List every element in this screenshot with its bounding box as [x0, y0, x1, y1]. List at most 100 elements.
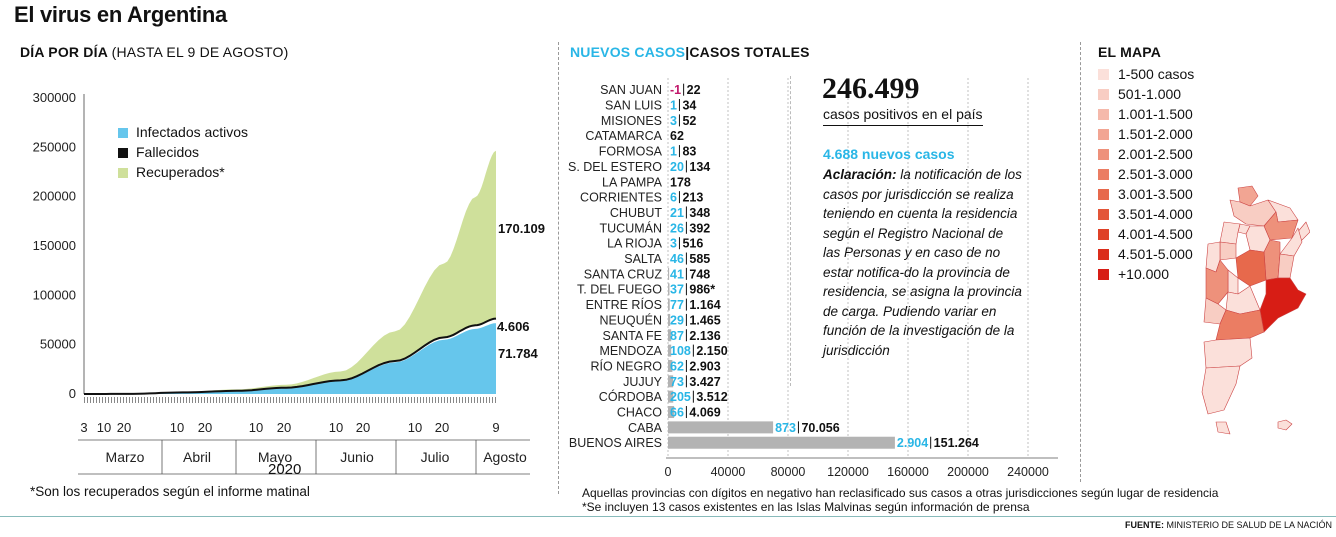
province-row: JUJUY 73 3.427 [623, 375, 721, 389]
new-cases-label: 21 [670, 206, 684, 220]
total-cases-label: 22 [687, 83, 701, 97]
province-name: JUJUY [623, 375, 663, 389]
total-cases-label: 1.465 [689, 313, 720, 327]
month-label: Junio [340, 449, 374, 465]
legend-recuperados-label: Recuperados* [136, 164, 225, 180]
total-bar [668, 390, 674, 403]
new-cases-label: 37 [670, 283, 684, 297]
area-activos [84, 323, 496, 394]
map-legend-item: +10.000 [1098, 266, 1169, 282]
map-legend-item: 4.501-5.000 [1098, 246, 1193, 262]
province-row: NEUQUÉN 29 1.465 [599, 312, 720, 327]
total-cases-label: 2.136 [689, 329, 720, 343]
daily-heading-bold: DÍA POR DÍA [20, 44, 108, 60]
new-cases-label: 29 [670, 313, 684, 327]
label-activos: 71.784 [498, 346, 538, 361]
bar-x-tick: 200000 [947, 465, 989, 479]
province-name: CORRIENTES [580, 191, 662, 205]
map-legend-swatch [1098, 149, 1109, 160]
total-cases-label: 62 [670, 129, 684, 143]
argentina-map [1201, 185, 1310, 435]
province-row: ENTRE RÍOS 77 1.164 [586, 297, 721, 312]
month-label: Agosto [483, 449, 527, 465]
province-name: SAN LUIS [605, 99, 662, 113]
y-tick-label: 250000 [33, 139, 76, 154]
total-cases-label: 52 [682, 114, 696, 128]
new-cases-label: 1 [670, 145, 677, 159]
month-label: Marzo [106, 449, 145, 465]
area-series [84, 150, 497, 395]
bar-x-axis: 0 40000 80000 120000 160000 200000 240000 [665, 457, 1058, 479]
source-text: MINISTERIO DE SALUD DE LA NACIÓN [1163, 520, 1332, 530]
total-cases-label: 748 [689, 267, 710, 281]
map-legend-swatch [1098, 129, 1109, 140]
x-axis: 3 10 20 10 20 10 20 10 20 10 20 9 Marzo Abril Mayo Juni… [78, 397, 530, 475]
clarification-text: la notificación de los casos por jurisdi… [823, 167, 1022, 358]
daily-area-chart: 0 50000 100000 150000 200000 250000 300000 3 10… [33, 90, 530, 475]
new-cases-label: 87 [670, 329, 684, 343]
provinces-heading: NUEVOS CASOS|CASOS TOTALES [570, 44, 810, 60]
y-tick-label: 300000 [33, 90, 76, 105]
y-tick-label: 150000 [33, 238, 76, 253]
map-legend-item: 3.001-3.500 [1098, 186, 1193, 202]
province-row: FORMOSA 1 83 [599, 145, 697, 159]
map-region-entre-rios [1277, 253, 1295, 279]
map-legend-swatch [1098, 209, 1109, 220]
x-day-tick: 10 [170, 420, 184, 435]
y-tick-label: 50000 [40, 337, 76, 352]
total-bar [668, 267, 670, 280]
new-cases-label: 46 [670, 252, 684, 266]
new-cases-label: -1 [670, 83, 681, 97]
swatch-recuperados [118, 168, 128, 179]
province-row: CHUBUT 21 348 [610, 206, 710, 220]
source-bold: FUENTE: [1124, 520, 1164, 530]
x-day-tick: 3 [80, 420, 87, 435]
bar-x-tick: 120000 [827, 465, 869, 479]
total-bar [668, 421, 774, 434]
year-label: 2020 [268, 461, 302, 478]
province-row: CÓRDOBA 205 3.512 [599, 389, 728, 404]
new-cases-label: 20 [670, 160, 684, 174]
map-legend-label: 4.001-4.500 [1118, 226, 1193, 242]
map-region-cordoba [1235, 249, 1267, 287]
provinces-footnote-2: *Se incluyen 13 casos existentes en las … [582, 500, 1030, 514]
x-day-tick: 20 [435, 420, 449, 435]
total-cases-label: casos positivos en el país [823, 106, 983, 126]
clarification-bold: Aclaración: [823, 167, 897, 182]
province-row: SAN LUIS 1 34 [605, 99, 696, 113]
province-row: SALTA 46 585 [624, 252, 710, 266]
province-name: ENTRE RÍOS [586, 297, 662, 312]
y-tick-label: 100000 [33, 287, 76, 302]
divider-right [1080, 42, 1081, 482]
x-day-tick: 9 [492, 420, 499, 435]
total-bar [668, 329, 672, 342]
legend-recuperados: Recuperados* [118, 164, 225, 180]
total-cases-label: 134 [689, 160, 710, 174]
map-legend-label: 1.501-2.000 [1118, 126, 1193, 142]
bar-grid [667, 78, 1029, 456]
map-legend-swatch [1098, 269, 1109, 280]
province-row: TUCUMÁN 26 392 [600, 220, 711, 235]
total-bar [668, 359, 673, 372]
new-cases-label: 3 [670, 237, 677, 251]
province-row: MENDOZA 108 2.150 [600, 344, 728, 358]
map-region-corrientes [1279, 227, 1303, 257]
map-region-malvinas [1277, 419, 1293, 431]
x-day-tick: 20 [117, 420, 131, 435]
province-name: RÍO NEGRO [590, 358, 662, 373]
bottom-rule [0, 516, 1336, 517]
heading-separator: | [685, 44, 690, 60]
label-total: 170.109 [498, 221, 545, 236]
province-row: MISIONES 3 52 [601, 114, 697, 128]
total-cases-label: 3.427 [689, 375, 720, 389]
total-cases-label: 70.056 [801, 421, 839, 435]
province-name: CABA [628, 421, 663, 435]
province-name: TUCUMÁN [600, 220, 663, 235]
province-row: RÍO NEGRO 62 2.903 [590, 358, 720, 373]
total-cases-label: 585 [689, 252, 710, 266]
month-label: Julio [421, 449, 450, 465]
total-cases-label: 213 [682, 191, 703, 205]
map-legend-label: 1.001-1.500 [1118, 106, 1193, 122]
